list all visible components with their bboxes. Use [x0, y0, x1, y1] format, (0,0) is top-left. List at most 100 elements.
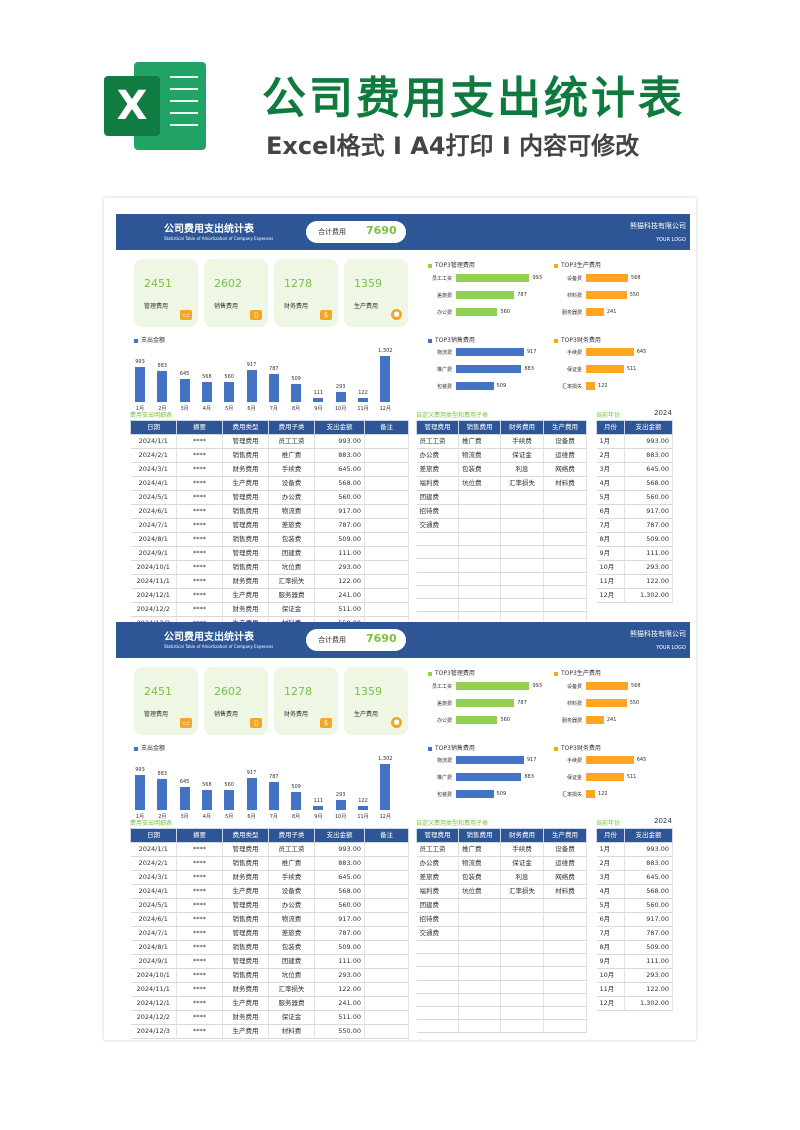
table-cell[interactable]: 509.00 — [624, 532, 673, 547]
table-cell[interactable] — [458, 940, 501, 955]
table-cell[interactable]: 2024/9/1 — [130, 546, 177, 561]
table-cell[interactable] — [543, 545, 587, 560]
table-cell[interactable]: 设备费 — [543, 434, 587, 449]
table-cell[interactable]: **** — [176, 560, 223, 575]
table-cell[interactable]: 管理费用 — [222, 490, 269, 505]
table-cell[interactable]: 销售费用 — [222, 532, 269, 547]
table-cell[interactable]: 787.00 — [624, 926, 673, 941]
table-cell[interactable] — [500, 953, 544, 968]
table-cell[interactable]: 883.00 — [314, 856, 365, 871]
table-cell[interactable]: 销售费用 — [222, 940, 269, 955]
table-cell[interactable]: 交通费 — [416, 926, 459, 941]
table-cell[interactable] — [543, 898, 587, 913]
table-cell[interactable]: 销售费用 — [222, 912, 269, 927]
table-cell[interactable]: 销售费用 — [222, 560, 269, 575]
table-cell[interactable] — [500, 898, 544, 913]
table-cell[interactable]: **** — [176, 898, 223, 913]
table-cell[interactable]: 办公费 — [268, 898, 315, 913]
table-cell[interactable] — [364, 574, 409, 589]
table-cell[interactable]: 团建费 — [416, 898, 459, 913]
table-cell[interactable]: 568.00 — [314, 476, 365, 491]
table-cell[interactable] — [500, 912, 544, 927]
table-cell[interactable]: 推广费 — [458, 434, 501, 449]
table-cell[interactable] — [543, 966, 587, 981]
table-cell[interactable]: **** — [176, 504, 223, 519]
table-cell[interactable] — [416, 993, 459, 1007]
table-cell[interactable]: 汇率损失 — [268, 982, 315, 997]
table-cell[interactable]: 材料费 — [543, 884, 587, 899]
table-cell[interactable]: 122.00 — [624, 574, 673, 589]
table-cell[interactable]: 物流费 — [268, 504, 315, 519]
table-cell[interactable] — [416, 966, 459, 981]
table-cell[interactable]: 2024/4/1 — [130, 476, 177, 491]
table-cell[interactable]: 团建费 — [416, 490, 459, 505]
table-cell[interactable] — [543, 572, 587, 586]
table-cell[interactable]: 917.00 — [314, 912, 365, 927]
table-cell[interactable]: 管理费用 — [222, 898, 269, 913]
table-cell[interactable]: **** — [176, 1024, 223, 1039]
table-cell[interactable]: **** — [176, 546, 223, 561]
table-cell[interactable]: 511.00 — [314, 1010, 365, 1025]
table-cell[interactable] — [416, 558, 459, 573]
table-cell[interactable]: 2024/6/1 — [130, 504, 177, 519]
table-cell[interactable]: 管理费用 — [222, 926, 269, 941]
table-cell[interactable] — [543, 504, 587, 519]
table-cell[interactable]: 管理费用 — [222, 954, 269, 969]
table-cell[interactable] — [364, 434, 409, 449]
table-cell[interactable]: 1,302.00 — [624, 996, 673, 1011]
table-cell[interactable]: 包装费 — [458, 462, 501, 477]
table-cell[interactable]: **** — [176, 574, 223, 589]
table-cell[interactable]: 坑位费 — [268, 968, 315, 983]
table-cell[interactable]: **** — [176, 490, 223, 505]
table-cell[interactable]: 招待费 — [416, 912, 459, 927]
table-cell[interactable]: **** — [176, 476, 223, 491]
table-cell[interactable] — [543, 1006, 587, 1021]
table-cell[interactable]: 团建费 — [268, 546, 315, 561]
table-cell[interactable]: 8月 — [596, 532, 625, 547]
table-cell[interactable]: 645.00 — [624, 870, 673, 885]
table-cell[interactable]: 3月 — [596, 462, 625, 477]
table-cell[interactable] — [500, 1019, 544, 1034]
table-cell[interactable]: 招待费 — [416, 504, 459, 519]
table-cell[interactable] — [543, 598, 587, 613]
table-cell[interactable]: 办公费 — [268, 490, 315, 505]
table-cell[interactable]: 10月 — [596, 968, 625, 983]
table-cell[interactable]: 材料费 — [543, 476, 587, 491]
table-cell[interactable]: 财务费用 — [222, 574, 269, 589]
table-cell[interactable]: 645.00 — [624, 462, 673, 477]
table-cell[interactable]: 4月 — [596, 476, 625, 491]
table-cell[interactable] — [364, 968, 409, 983]
table-cell[interactable]: **** — [176, 532, 223, 547]
table-cell[interactable]: **** — [176, 996, 223, 1011]
table-cell[interactable]: **** — [176, 462, 223, 477]
table-cell[interactable]: 保证金 — [500, 856, 544, 871]
table-cell[interactable]: 883.00 — [314, 448, 365, 463]
table-cell[interactable]: 财务费用 — [222, 870, 269, 885]
table-cell[interactable] — [364, 462, 409, 477]
table-cell[interactable]: 2024/12/3 — [130, 1024, 177, 1039]
table-cell[interactable]: 7月 — [596, 926, 625, 941]
table-cell[interactable] — [364, 1024, 409, 1039]
table-cell[interactable]: **** — [176, 870, 223, 885]
table-cell[interactable] — [364, 884, 409, 899]
table-cell[interactable]: 员工工资 — [268, 842, 315, 857]
table-cell[interactable]: **** — [176, 518, 223, 533]
table-cell[interactable]: 坑位费 — [268, 560, 315, 575]
table-cell[interactable]: 7月 — [596, 518, 625, 533]
table-cell[interactable]: 917.00 — [624, 504, 673, 519]
table-cell[interactable]: 员工工资 — [416, 434, 459, 449]
table-cell[interactable]: **** — [176, 982, 223, 997]
table-cell[interactable]: 坑位费 — [458, 476, 501, 491]
table-cell[interactable]: 推广费 — [268, 448, 315, 463]
table-cell[interactable]: 993.00 — [314, 434, 365, 449]
table-cell[interactable] — [543, 993, 587, 1007]
table-cell[interactable] — [364, 926, 409, 941]
table-cell[interactable]: 2024/4/1 — [130, 884, 177, 899]
table-cell[interactable]: 福利费 — [416, 476, 459, 491]
table-cell[interactable]: 手续费 — [500, 434, 544, 449]
table-cell[interactable]: 293.00 — [314, 968, 365, 983]
table-cell[interactable]: 保证金 — [268, 1010, 315, 1025]
table-cell[interactable]: 568.00 — [624, 476, 673, 491]
table-cell[interactable] — [543, 558, 587, 573]
table-cell[interactable] — [500, 1006, 544, 1021]
